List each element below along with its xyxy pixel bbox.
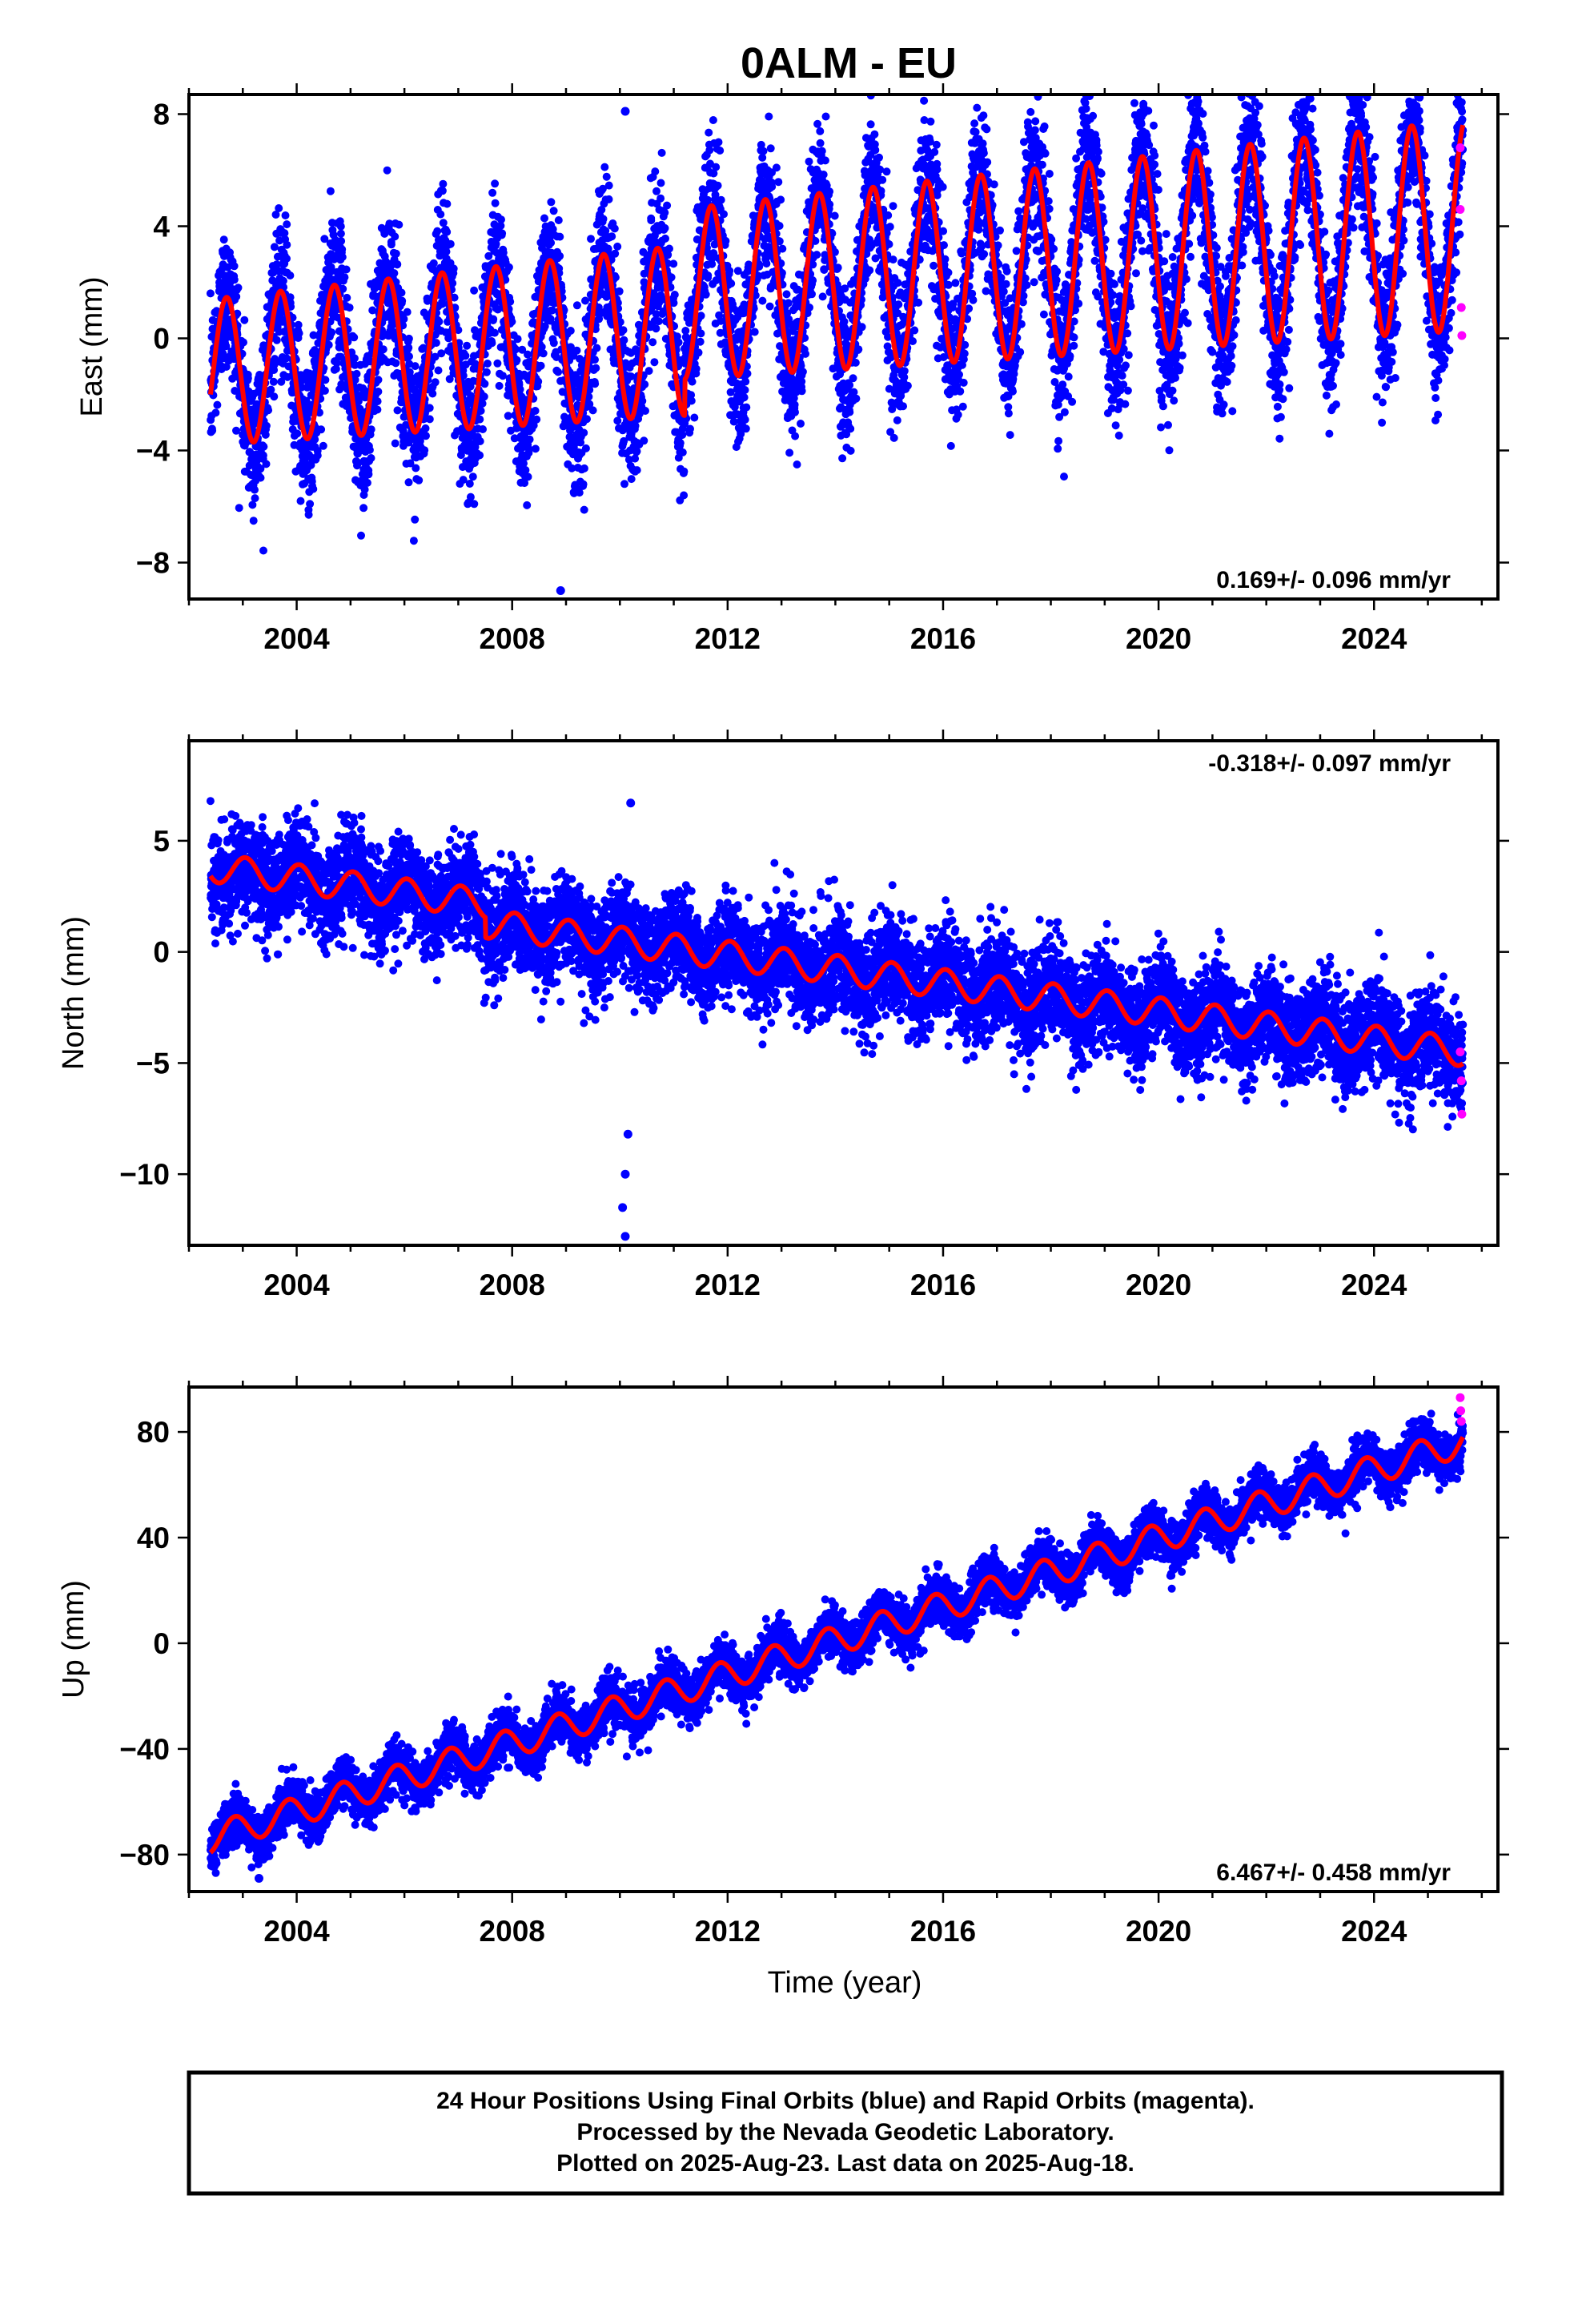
east-rapid-point: [1457, 331, 1467, 340]
east-x-tick-label: 2012: [695, 622, 761, 655]
up-x-tick-label: 2008: [480, 1915, 545, 1948]
east-rapid-point: [1456, 303, 1466, 312]
east-rapid-point: [1456, 205, 1465, 214]
north-y-tick-label: −10: [119, 1158, 170, 1191]
up-data-points: [206, 1409, 1468, 1884]
up-rate-text: 6.467+/- 0.458 mm/yr: [1216, 1860, 1451, 1886]
east-x-tick-label: 2016: [910, 622, 976, 655]
north-x-tick-label: 2016: [910, 1269, 976, 1301]
north-x-tick-label: 2008: [480, 1269, 545, 1301]
north-y-tick-label: −5: [136, 1047, 170, 1080]
north-rapid-point: [1457, 1109, 1467, 1119]
up-rapid-point: [1456, 1393, 1465, 1402]
up-panel: 2004 2008 2012 2016 2020 2024 −80 −40 0 40 80 Up (…: [57, 1376, 1509, 2000]
north-outlier-point: [620, 1232, 630, 1241]
up-y-tick-label: −80: [119, 1839, 170, 1872]
north-rapid-point: [1456, 1047, 1465, 1057]
north-y-tick-label: 5: [153, 825, 170, 858]
footer-line-1: 24 Hour Positions Using Final Orbits (bl…: [436, 2088, 1255, 2114]
up-y-tick-label: −40: [119, 1733, 170, 1766]
footer-box: 24 Hour Positions Using Final Orbits (bl…: [187, 2070, 1504, 2196]
east-panel: 2004 2008 2012 2016 2020 2024 −8 −4 0 4 8 East (mm…: [75, 83, 1509, 655]
up-outlier-point: [254, 1874, 263, 1884]
up-x-tick-label: 2016: [910, 1915, 976, 1948]
east-x-tick-label: 2008: [480, 622, 545, 655]
up-x-tick-label: 2024: [1341, 1915, 1407, 1948]
up-rapid-point: [1456, 1417, 1466, 1426]
up-y-tick-label: 80: [137, 1416, 170, 1449]
north-axis-label: North (mm): [57, 916, 90, 1070]
up-axis-label: Up (mm): [57, 1580, 90, 1699]
footer-line-3: Plotted on 2025-Aug-23. Last data on 202…: [556, 2150, 1134, 2177]
north-model-curve: [208, 854, 1465, 1068]
north-x-tick-label: 2004: [263, 1269, 330, 1301]
east-axis-label: East (mm): [75, 276, 109, 416]
north-y-tick-label: 0: [153, 936, 170, 969]
footer-line-2: Processed by the Nevada Geodetic Laborat…: [576, 2119, 1114, 2145]
north-rapid-points: [1456, 1047, 1467, 1119]
up-rapid-point: [1456, 1406, 1466, 1416]
north-outlier-point: [620, 1169, 630, 1179]
east-x-tick-label: 2024: [1341, 622, 1407, 655]
east-rate-text: 0.169+/- 0.096 mm/yr: [1216, 567, 1451, 593]
up-x-tick-label: 2004: [263, 1915, 330, 1948]
east-y-tick-label: 4: [153, 211, 170, 243]
up-final-orbit-dots: [206, 1409, 1468, 1877]
east-x-tick-label: 2004: [263, 622, 330, 655]
east-y-tick-label: 8: [153, 99, 170, 131]
time-axis-label: Time (year): [768, 1966, 922, 2000]
footer-frame: [187, 2070, 1504, 2196]
north-rate-text: -0.318+/- 0.097 mm/yr: [1208, 750, 1451, 777]
east-outlier-point: [556, 586, 565, 595]
north-outlier-point: [623, 1129, 632, 1139]
east-plot-frame: [187, 93, 1500, 601]
north-rapid-point: [1456, 1076, 1466, 1086]
north-plot-frame: [187, 739, 1500, 1247]
north-outlier-point: [626, 798, 636, 808]
north-x-tick-label: 2012: [695, 1269, 761, 1301]
east-outlier-point: [620, 107, 630, 116]
east-rapid-points: [1456, 143, 1467, 340]
east-y-tick-label: 0: [153, 323, 170, 356]
up-plot-frame: [187, 1385, 1500, 1893]
east-x-tick-label: 2020: [1126, 622, 1191, 655]
north-final-orbit-dots: [206, 797, 1468, 1134]
up-x-tick-label: 2020: [1126, 1915, 1191, 1948]
east-y-tick-label: −4: [136, 435, 171, 468]
north-outlier-point: [618, 1203, 628, 1212]
up-rapid-points: [1456, 1393, 1466, 1426]
up-model-curve: [208, 1435, 1465, 1855]
up-y-tick-label: 0: [153, 1627, 170, 1660]
north-x-tick-label: 2024: [1341, 1269, 1407, 1301]
east-rapid-point: [1456, 143, 1465, 152]
east-y-tick-label: −8: [136, 547, 170, 580]
up-x-tick-label: 2012: [695, 1915, 761, 1948]
north-x-tick-label: 2020: [1126, 1269, 1191, 1301]
north-panel: 2004 2008 2012 2016 2020 2024 −10 −5 0 5 North (m…: [57, 730, 1509, 1301]
up-y-tick-label: 40: [137, 1522, 170, 1554]
east-model-curve: [207, 123, 1466, 445]
chart-title: 0ALM - EU: [741, 39, 957, 87]
